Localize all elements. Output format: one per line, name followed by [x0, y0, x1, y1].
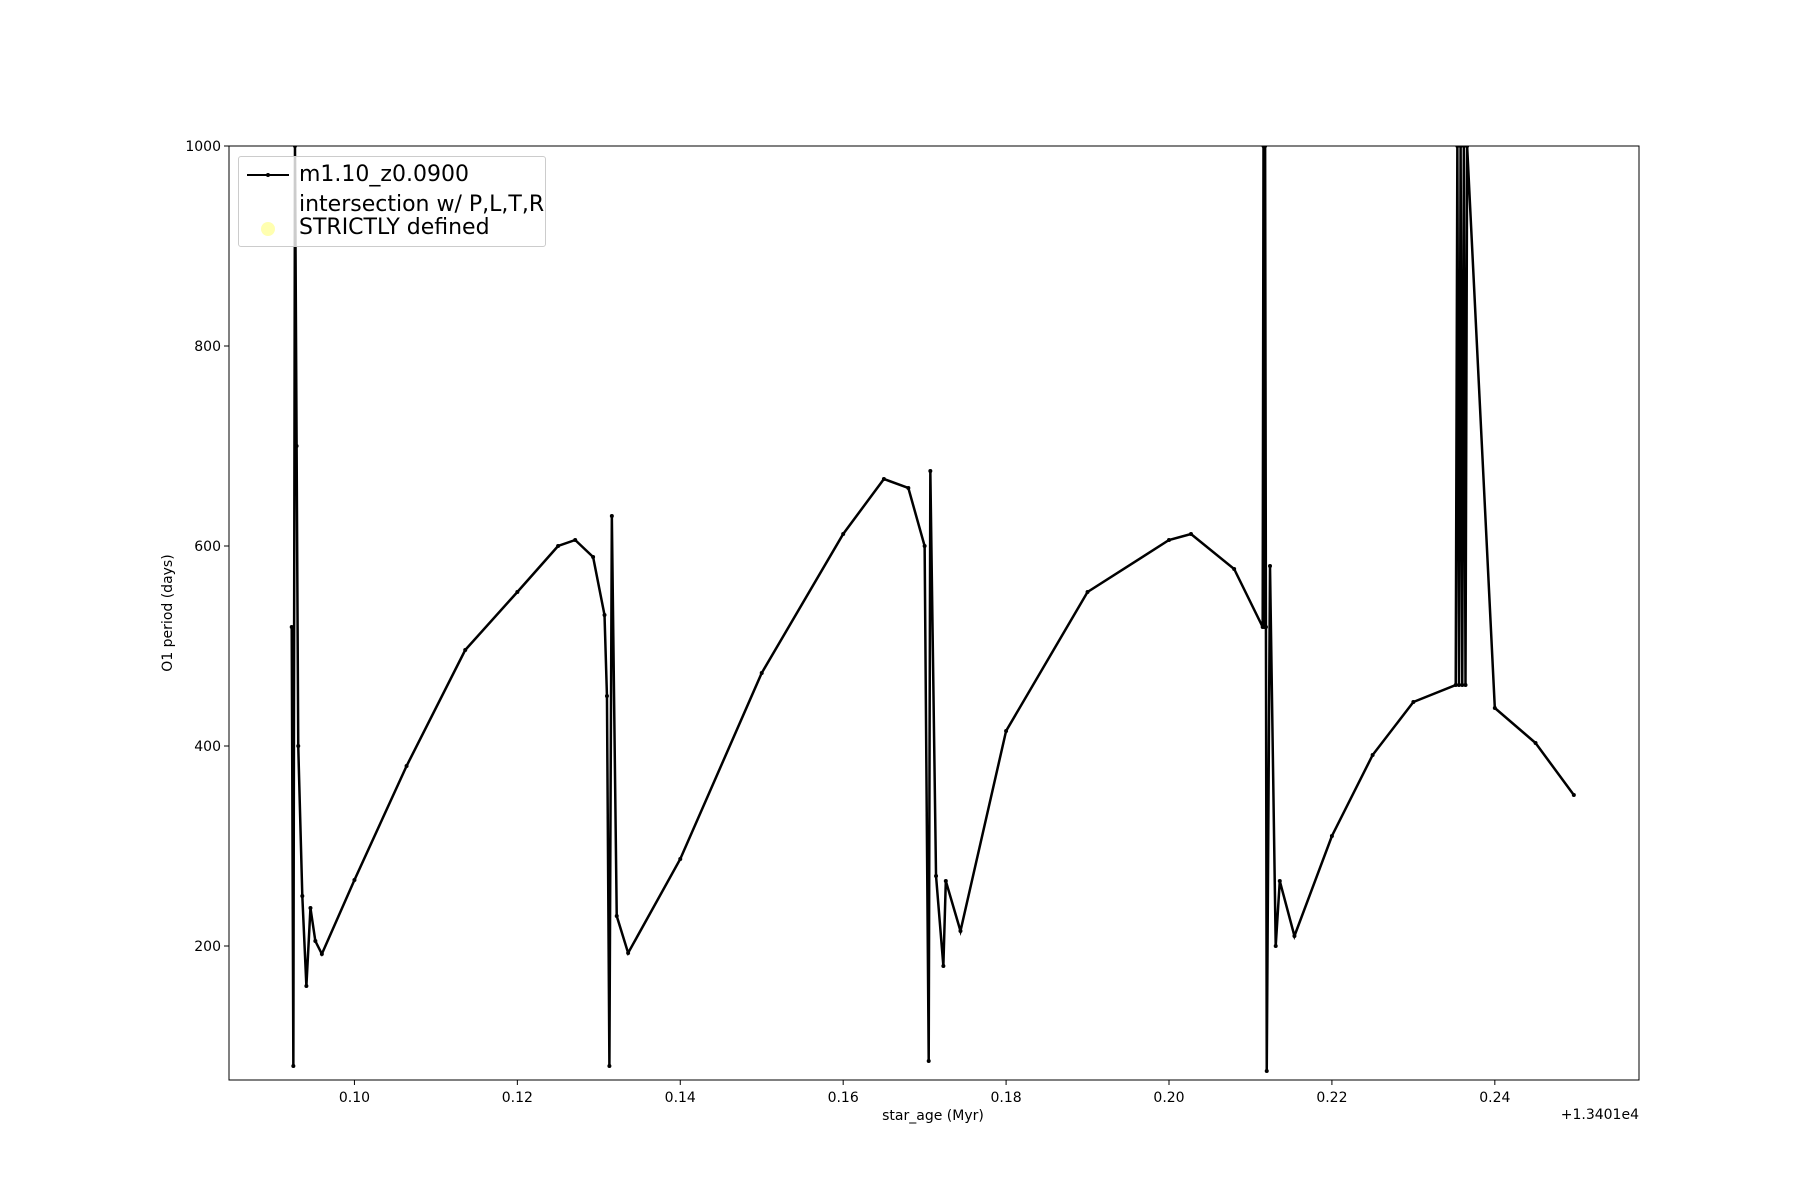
x-tick-label: 0.18 — [991, 1090, 1022, 1106]
data-point — [1264, 1069, 1269, 1073]
y-axis-label: O1 period (days) — [160, 554, 176, 671]
data-point — [943, 879, 948, 883]
series-line — [290, 146, 1575, 1072]
data-point — [609, 514, 614, 518]
legend: m1.10_z0.0900 intersection w/ P,L,T,R ST… — [238, 156, 546, 247]
legend-dot — [266, 172, 270, 177]
plot-frame — [228, 145, 1640, 1081]
x-tick-label: 0.12 — [502, 1090, 533, 1106]
x-axis-label: star_age (Myr) — [882, 1108, 984, 1124]
data-point — [1167, 538, 1171, 542]
legend-dot — [261, 222, 275, 236]
data-point — [602, 613, 607, 617]
data-point — [591, 555, 596, 559]
data-point — [294, 444, 299, 448]
data-point — [313, 939, 318, 943]
data-point — [906, 486, 911, 490]
data-point — [1411, 700, 1416, 704]
data-point — [1465, 146, 1470, 148]
data-point — [296, 744, 301, 748]
data-point — [607, 1064, 612, 1068]
data-point — [404, 764, 409, 768]
x-tick-label: 0.16 — [828, 1090, 859, 1106]
x-tick-label: 0.14 — [665, 1090, 696, 1106]
data-point — [926, 1059, 931, 1063]
data-point — [626, 951, 631, 955]
data-point — [1463, 683, 1468, 687]
x-offset-label: +1.3401e4 — [1561, 1107, 1639, 1123]
legend-symbol — [247, 172, 289, 177]
legend-label: intersection w/ P,L,T,R STRICTLY defined — [299, 192, 545, 240]
data-point — [941, 964, 946, 968]
data-point — [556, 544, 561, 548]
y-tick-label: 400 — [194, 739, 221, 755]
legend-symbol — [261, 222, 275, 236]
data-point — [1329, 834, 1334, 838]
data-point — [300, 894, 305, 898]
y-tick-label: 200 — [194, 939, 221, 955]
data-point — [352, 878, 357, 882]
data-point — [1085, 590, 1090, 594]
x-tick-label: 0.22 — [1316, 1090, 1347, 1106]
data-point — [292, 146, 297, 148]
data-point — [1456, 683, 1461, 687]
data-point — [515, 590, 520, 594]
data-point — [1460, 683, 1465, 687]
data-point — [308, 906, 313, 910]
data-point — [1455, 146, 1460, 148]
data-point — [1533, 741, 1538, 745]
data-point — [604, 694, 609, 698]
x-tick-label: 0.10 — [339, 1090, 370, 1106]
data-point — [1453, 683, 1458, 687]
data-point — [922, 544, 927, 548]
data-point — [1188, 532, 1193, 536]
data-point — [958, 929, 963, 933]
data-point — [841, 532, 846, 536]
data-point — [1292, 934, 1297, 938]
legend-entry: intersection w/ P,L,T,R STRICTLY defined — [239, 193, 544, 239]
x-tick-label: 0.20 — [1153, 1090, 1184, 1106]
data-point — [678, 857, 683, 861]
y-tick-label: 600 — [194, 539, 221, 555]
data-point — [1492, 706, 1497, 710]
data-point — [304, 984, 309, 988]
data-point — [1004, 729, 1009, 733]
data-point — [1370, 753, 1375, 757]
data-point — [463, 648, 468, 652]
data-point — [881, 477, 886, 481]
data-point — [1277, 879, 1282, 883]
data-point — [319, 952, 324, 956]
data-point — [1232, 567, 1237, 571]
data-point — [934, 874, 939, 878]
data-point — [1263, 146, 1268, 148]
data-point — [1461, 146, 1466, 148]
x-tick-label: 0.24 — [1479, 1090, 1510, 1106]
y-tick-label: 800 — [194, 339, 221, 355]
data-point — [928, 469, 933, 473]
data-point — [1273, 944, 1278, 948]
data-point — [1571, 793, 1576, 797]
y-tick-label: 1000 — [185, 139, 221, 155]
data-point — [614, 914, 619, 918]
legend-line — [239, 165, 299, 185]
data-point — [759, 671, 764, 675]
legend-label: m1.10_z0.0900 — [299, 162, 469, 187]
legend-entry: m1.10_z0.0900 — [239, 163, 469, 186]
data-point — [573, 538, 578, 542]
legend-marker — [239, 193, 299, 239]
data-point — [291, 1064, 296, 1068]
data-point — [1263, 625, 1268, 629]
data-point — [1458, 146, 1463, 148]
data-point — [289, 625, 294, 629]
data-point — [1268, 564, 1273, 568]
